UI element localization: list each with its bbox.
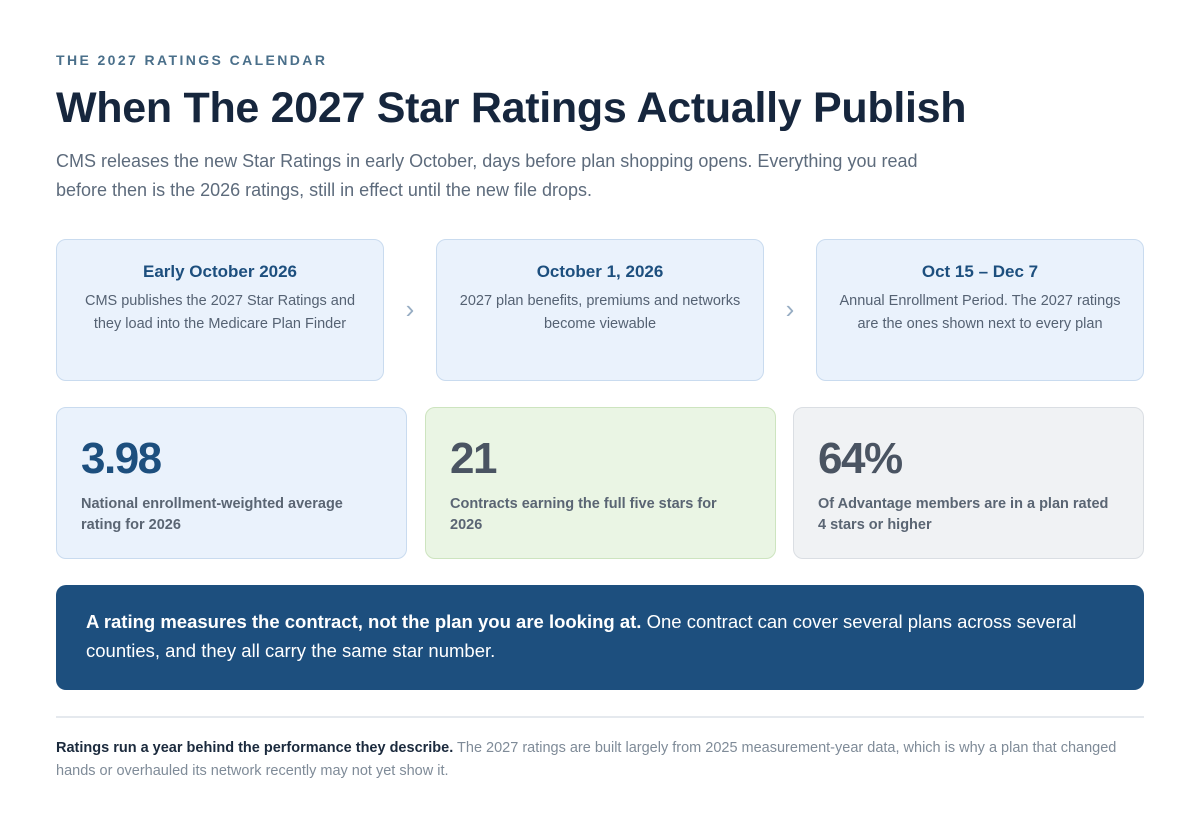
stat-card-four-star-members: 64% Of Advantage members are in a plan r… <box>793 407 1144 559</box>
stat-card-five-star-contracts: 21 Contracts earning the full five stars… <box>425 407 776 559</box>
callout-emphasis: A rating measures the contract, not the … <box>86 611 642 632</box>
timeline-step-description: CMS publishes the 2027 Star Ratings and … <box>84 293 356 332</box>
timeline-step-title: October 1, 2026 <box>536 262 664 281</box>
stat-cards: 3.98 National enrollment-weighted averag… <box>56 407 1144 559</box>
footnote-emphasis: Ratings run a year behind the performanc… <box>56 740 454 756</box>
footnote-text: The 2027 ratings are built largely from … <box>56 740 1117 779</box>
timeline-step-description: Annual Enrollment Period. The 2027 ratin… <box>839 293 1121 332</box>
page-subtitle: CMS releases the new Star Ratings in ear… <box>56 151 918 200</box>
contract-callout: A rating measures the contract, not the … <box>56 585 1144 690</box>
stat-value: 21 <box>450 434 497 483</box>
timeline-step-publish: Early October 2026 CMS publishes the 202… <box>56 239 384 381</box>
stat-card-average-rating: 3.98 National enrollment-weighted averag… <box>56 407 407 559</box>
stat-label: National enrollment-weighted average rat… <box>81 496 343 533</box>
stat-value: 3.98 <box>81 434 162 483</box>
stat-label: Of Advantage members are in a plan rated… <box>818 496 1109 533</box>
eyebrow-label: THE 2027 RATINGS CALENDAR <box>56 52 328 68</box>
stat-value: 64% <box>818 434 903 483</box>
ratings-timeline: Early October 2026 CMS publishes the 202… <box>56 239 1144 381</box>
footnote: Ratings run a year behind the performanc… <box>56 737 1144 783</box>
callout-text: One contract can cover several plans acr… <box>86 611 1077 661</box>
timeline-step-benefits: October 1, 2026 2027 plan benefits, prem… <box>436 239 764 381</box>
chevron-right-icon: › <box>405 294 415 324</box>
timeline-step-description: 2027 plan benefits, premiums and network… <box>459 293 741 332</box>
timeline-step-title: Oct 15 – Dec 7 <box>921 262 1039 281</box>
chevron-right-icon: › <box>785 294 795 324</box>
timeline-step-title: Early October 2026 <box>142 262 298 281</box>
timeline-step-enrollment: Oct 15 – Dec 7 Annual Enrollment Period.… <box>816 239 1144 381</box>
page-title: When The 2027 Star Ratings Actually Publ… <box>56 84 967 132</box>
stat-label: Contracts earning the full five stars fo… <box>450 496 717 533</box>
divider <box>56 716 1144 718</box>
